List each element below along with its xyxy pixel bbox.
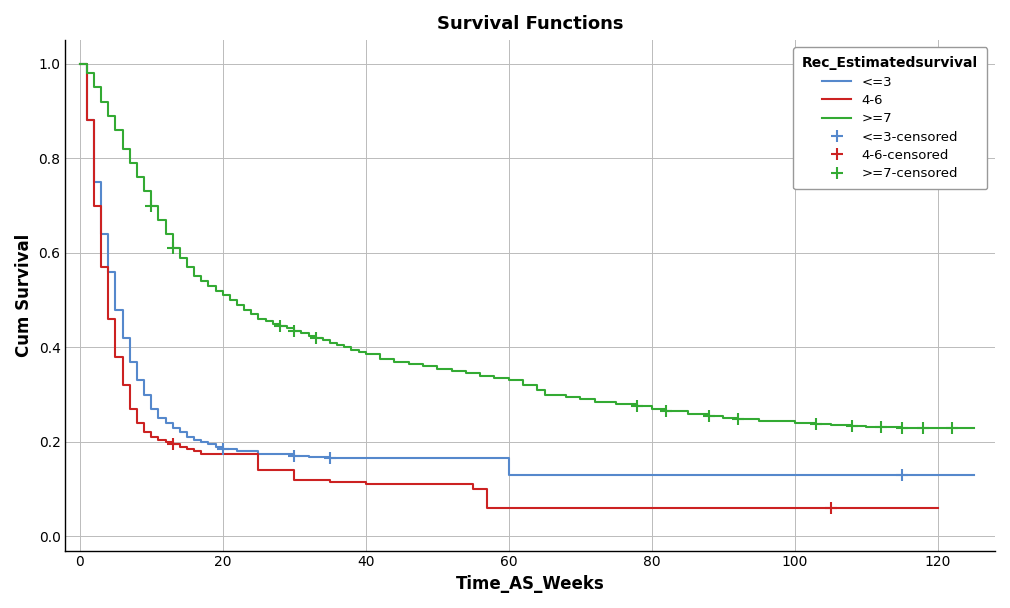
Point [286, 326, 302, 336]
Point [629, 401, 645, 411]
Y-axis label: Cum Survival: Cum Survival [15, 233, 33, 357]
Point [701, 411, 717, 421]
Point [729, 414, 745, 424]
Point [165, 440, 181, 449]
Point [844, 421, 861, 430]
Point [822, 503, 838, 513]
Point [873, 422, 889, 432]
Point [308, 333, 324, 343]
Point [215, 444, 231, 454]
Point [143, 201, 160, 210]
Point [272, 321, 288, 331]
Point [915, 423, 931, 432]
Point [286, 451, 302, 461]
Point [658, 406, 674, 416]
Legend: <=3, 4-6, >=7, <=3-censored, 4-6-censored, >=7-censored: <=3, 4-6, >=7, <=3-censored, 4-6-censore… [793, 47, 988, 189]
X-axis label: Time_AS_Weeks: Time_AS_Weeks [456, 575, 605, 593]
Point [944, 423, 961, 432]
Point [894, 423, 910, 432]
Point [322, 454, 338, 463]
Point [165, 243, 181, 253]
Point [808, 419, 824, 429]
Point [894, 470, 910, 480]
Title: Survival Functions: Survival Functions [437, 15, 623, 33]
